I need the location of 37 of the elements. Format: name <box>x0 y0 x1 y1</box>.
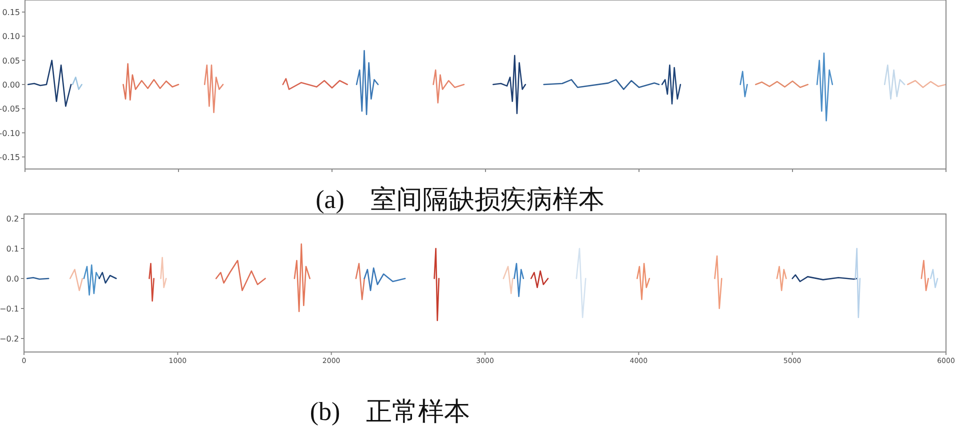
annotation: (a) 室间隔缺损疾病样本 <box>316 185 604 214</box>
line-series <box>514 262 524 298</box>
line-series <box>543 79 660 90</box>
line-series <box>98 272 117 284</box>
line-series <box>755 80 808 88</box>
y-tick-label: 0.05 <box>2 56 20 66</box>
y-tick-label: -0.15 <box>0 152 20 162</box>
y-tick-label: 0.0 <box>6 274 19 284</box>
line-series <box>776 266 787 292</box>
y-tick-label: −0.2 <box>0 334 19 344</box>
line-series <box>661 64 682 104</box>
line-series <box>215 260 266 292</box>
line-series <box>364 267 406 292</box>
y-tick-label: 0.00 <box>2 80 20 90</box>
line-series <box>122 63 180 101</box>
y-tick-label: -0.05 <box>0 104 20 114</box>
y-tick-label: 0.15 <box>2 8 20 18</box>
y-tick-label: 0.1 <box>6 244 19 254</box>
line-series <box>636 262 650 300</box>
line-series <box>906 80 946 88</box>
y-tick-label: 0.2 <box>6 214 19 224</box>
line-series <box>432 69 465 104</box>
y-tick-label: 0.10 <box>2 32 20 42</box>
line-series <box>294 243 310 312</box>
y-tick-label: −0.1 <box>0 304 19 314</box>
line-series <box>282 78 348 90</box>
line-series <box>83 264 100 296</box>
y-tick-label: -0.10 <box>0 128 20 138</box>
line-series <box>884 64 906 100</box>
line-series <box>204 64 224 114</box>
line-series <box>27 60 72 107</box>
line-series <box>792 274 858 282</box>
line-series <box>492 54 526 114</box>
text: (b) 正常样本 <box>310 397 470 426</box>
line-series <box>356 50 379 116</box>
line-series <box>816 52 834 122</box>
line-series <box>530 270 549 288</box>
